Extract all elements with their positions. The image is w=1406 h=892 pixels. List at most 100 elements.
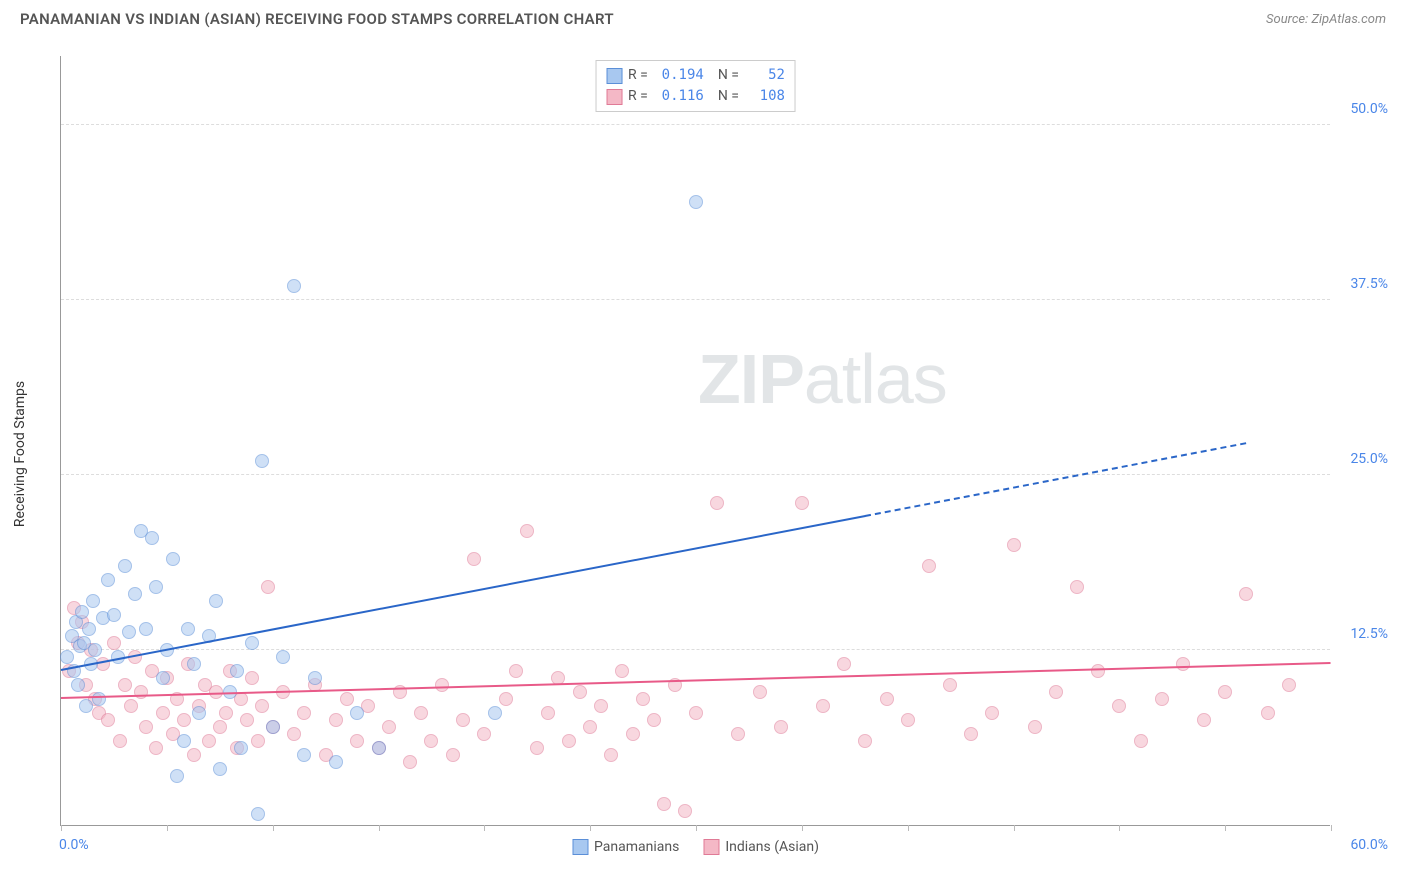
- x-tick: [167, 825, 168, 831]
- data-point: [187, 657, 201, 671]
- data-point: [213, 762, 227, 776]
- data-point: [156, 706, 170, 720]
- x-tick: [1014, 825, 1015, 831]
- data-point: [795, 496, 809, 510]
- series-legend-item: Indians (Asian): [703, 839, 819, 855]
- data-point: [340, 692, 354, 706]
- series-name: Panamanians: [594, 839, 679, 855]
- data-point: [382, 720, 396, 734]
- data-point: [657, 797, 671, 811]
- data-point: [837, 657, 851, 671]
- y-tick-label: 50.0%: [1350, 101, 1388, 117]
- data-point: [139, 622, 153, 636]
- data-point: [139, 720, 153, 734]
- data-point: [753, 685, 767, 699]
- data-point: [297, 706, 311, 720]
- data-point: [71, 678, 85, 692]
- data-point: [251, 734, 265, 748]
- data-point: [287, 279, 301, 293]
- data-point: [1070, 580, 1084, 594]
- data-point: [689, 195, 703, 209]
- legend-swatch: [572, 839, 588, 855]
- data-point: [710, 496, 724, 510]
- data-point: [414, 706, 428, 720]
- data-point: [615, 664, 629, 678]
- data-point: [1049, 685, 1063, 699]
- data-point: [636, 692, 650, 706]
- data-point: [177, 713, 191, 727]
- data-point: [287, 727, 301, 741]
- legend-r-value: 0.194: [654, 65, 704, 86]
- data-point: [488, 706, 502, 720]
- data-point: [149, 741, 163, 755]
- data-point: [60, 650, 74, 664]
- y-tick-label: 37.5%: [1350, 276, 1388, 292]
- data-point: [583, 720, 597, 734]
- data-point: [308, 671, 322, 685]
- legend-swatch: [606, 68, 622, 84]
- data-point: [213, 720, 227, 734]
- x-tick: [1225, 825, 1226, 831]
- data-point: [276, 650, 290, 664]
- x-tick: [379, 825, 380, 831]
- data-point: [75, 605, 89, 619]
- data-point: [372, 741, 386, 755]
- data-point: [1282, 678, 1296, 692]
- data-point: [181, 622, 195, 636]
- legend-n-label: N =: [718, 86, 739, 107]
- x-tick: [1331, 825, 1332, 831]
- data-point: [1218, 685, 1232, 699]
- data-point: [1261, 706, 1275, 720]
- y-tick-label: 25.0%: [1350, 451, 1388, 467]
- data-point: [170, 769, 184, 783]
- x-tick: [802, 825, 803, 831]
- legend-n-value: 52: [745, 65, 785, 86]
- data-point: [107, 636, 121, 650]
- data-point: [219, 706, 233, 720]
- data-point: [177, 734, 191, 748]
- data-point: [446, 748, 460, 762]
- data-point: [689, 706, 703, 720]
- data-point: [456, 713, 470, 727]
- x-tick: [273, 825, 274, 831]
- data-point: [245, 671, 259, 685]
- legend-row: R =0.116N =108: [606, 86, 785, 107]
- data-point: [124, 699, 138, 713]
- data-point: [541, 706, 555, 720]
- data-point: [234, 741, 248, 755]
- data-point: [240, 713, 254, 727]
- data-point: [424, 734, 438, 748]
- data-point: [118, 559, 132, 573]
- legend-n-label: N =: [718, 65, 739, 86]
- data-point: [122, 625, 136, 639]
- data-point: [128, 587, 142, 601]
- data-point: [202, 734, 216, 748]
- data-point: [816, 699, 830, 713]
- data-point: [86, 594, 100, 608]
- data-point: [943, 678, 957, 692]
- x-tick: [908, 825, 909, 831]
- y-axis-label: Receiving Food Stamps: [12, 381, 28, 527]
- data-point: [92, 692, 106, 706]
- data-point: [297, 748, 311, 762]
- data-point: [1028, 720, 1042, 734]
- series-name: Indians (Asian): [725, 839, 819, 855]
- data-point: [166, 552, 180, 566]
- series-legend: Panamanians Indians (Asian): [572, 839, 819, 855]
- data-point: [1197, 713, 1211, 727]
- data-point: [1134, 734, 1148, 748]
- x-tick: [61, 825, 62, 831]
- data-point: [922, 559, 936, 573]
- data-point: [261, 580, 275, 594]
- data-point: [101, 573, 115, 587]
- source-attribution: Source: ZipAtlas.com: [1266, 12, 1386, 27]
- data-point: [678, 804, 692, 818]
- data-point: [1007, 538, 1021, 552]
- data-point: [255, 699, 269, 713]
- data-point: [594, 699, 608, 713]
- x-tick: [1119, 825, 1120, 831]
- x-tick: [696, 825, 697, 831]
- trend-line: [61, 515, 866, 671]
- data-point: [530, 741, 544, 755]
- trend-line: [865, 442, 1246, 517]
